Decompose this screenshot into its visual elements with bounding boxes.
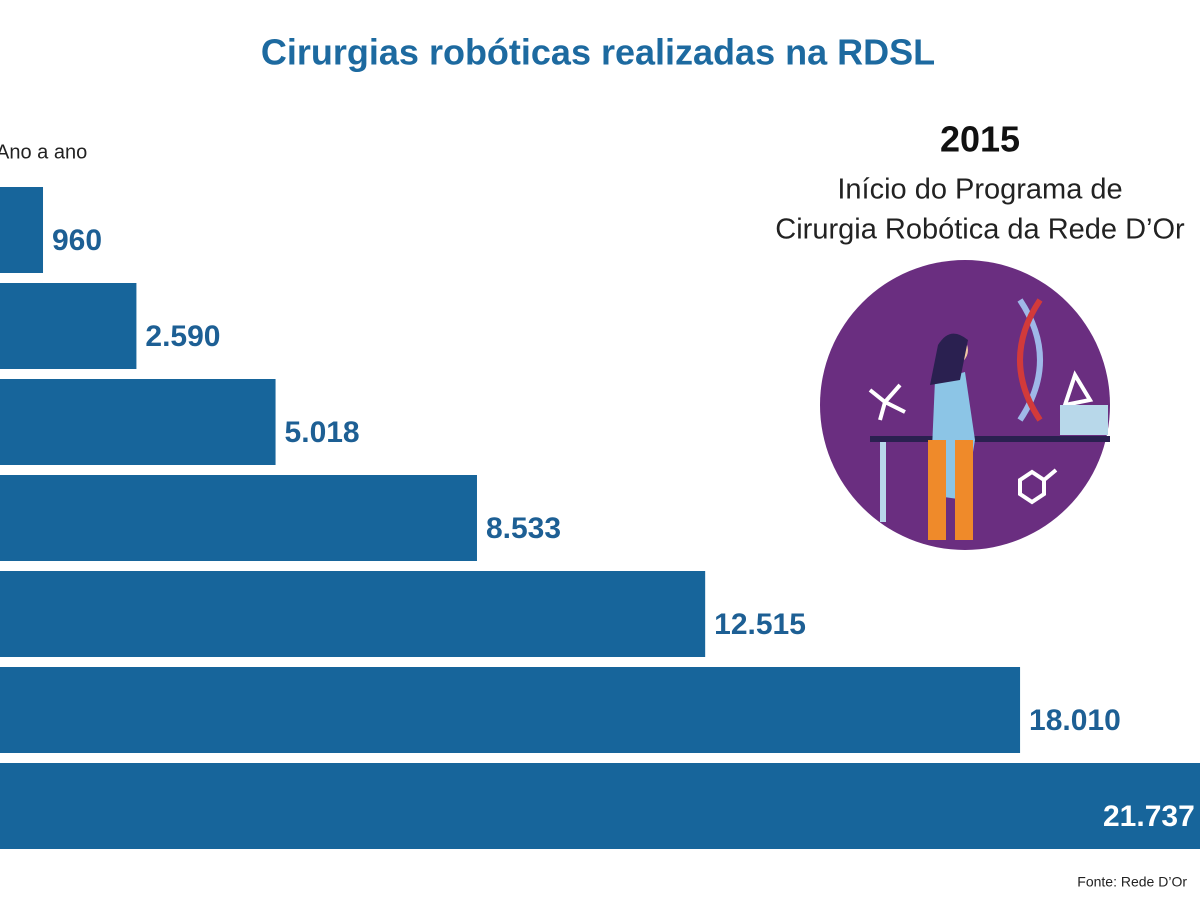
value-label: 8.533 (486, 512, 561, 545)
bar (0, 283, 137, 369)
bar (0, 379, 276, 465)
bar (0, 571, 706, 657)
bar (0, 667, 1021, 753)
bar (0, 187, 44, 273)
source: Fonte: Rede D’Or (1077, 874, 1187, 890)
illustration (820, 260, 1110, 550)
annotation-text: Cirurgia Robótica da Rede D’Or (775, 214, 1185, 246)
value-label: 18.010 (1029, 704, 1121, 737)
chart-title: Cirurgias robóticas realizadas na RDSL (261, 32, 935, 73)
value-label: 2.590 (145, 320, 220, 353)
value-label: 21.737 (1103, 800, 1195, 833)
annotation-year: 2015 (940, 119, 1020, 160)
subtitle: Ano a ano (0, 141, 87, 163)
value-label: 5.018 (285, 416, 360, 449)
value-label: 12.515 (714, 608, 806, 641)
bar (0, 763, 1200, 849)
value-label: 960 (52, 224, 102, 257)
bar (0, 475, 477, 561)
annotation-text: Início do Programa de (837, 174, 1122, 206)
